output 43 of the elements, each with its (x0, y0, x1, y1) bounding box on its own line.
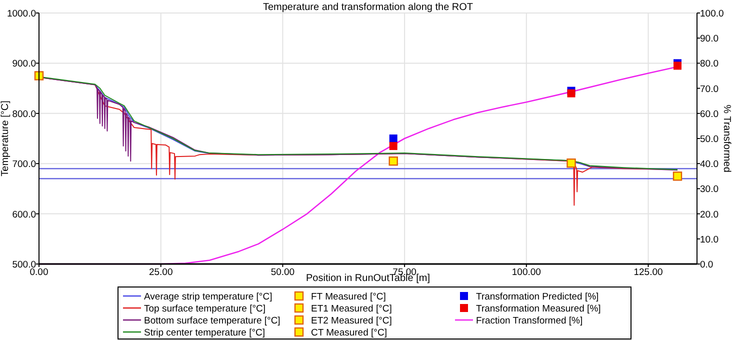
x-tick-label: 25.00 (148, 267, 173, 278)
point (567, 89, 576, 98)
y-tick-label: 1000.0 (6, 8, 36, 20)
point (389, 134, 398, 142)
point (388, 156, 398, 166)
legend-label: Average strip temperature [°C] (144, 292, 272, 302)
legend-label: CT Measured [°C] (311, 328, 387, 338)
y2-tick-label: 10.0 (700, 234, 718, 246)
point (672, 172, 682, 181)
point (389, 142, 398, 150)
legend-label: FT Measured [°C] (311, 292, 386, 302)
y-tick-label: 900.0 (12, 58, 36, 70)
y2-tick-label: 20.0 (700, 209, 718, 220)
legend-label: Bottom surface temperature [°C] (144, 316, 280, 326)
legend-label: Strip center temperature [°C] (144, 328, 266, 338)
y2-tick-label: 90.0 (700, 34, 718, 45)
y-tick-label: 600.0 (12, 209, 36, 220)
y-axis-title: Temperature [°C] (0, 100, 11, 176)
point (34, 71, 44, 80)
y-tick-label: 800.0 (12, 108, 36, 120)
legend-label: ET2 Measured [°C] (311, 316, 392, 326)
x-tick-label: 50.00 (270, 267, 295, 278)
y2-tick-label: 40.0 (700, 159, 718, 170)
y2-tick-label: 60.0 (700, 108, 718, 120)
y2-tick-label: 50.0 (700, 134, 718, 145)
y2-tick-label: 0.0 (700, 260, 714, 270)
x-tick-label: 0.00 (30, 267, 48, 278)
y2-tick-label: 30.0 (700, 184, 718, 196)
point (674, 62, 682, 70)
legend-label: Transformation Measured [%] (476, 304, 601, 314)
y-tick-label: 700.0 (12, 159, 36, 170)
legend-label: Fraction Transformed [%] (476, 316, 583, 326)
x-tick-label: 100.00 (512, 267, 541, 278)
chart-title: Temperature and transformation along the ROT (262, 2, 474, 13)
y2-tick-label: 100.0 (700, 8, 724, 20)
y2-axis-title: % Transformed (721, 104, 732, 172)
y2-tick-label: 80.0 (700, 58, 718, 70)
legend-label: Transformation Predicted [%] (476, 292, 599, 302)
x-tick-label: 125.00 (634, 267, 663, 278)
y2-tick-label: 70.0 (700, 84, 718, 95)
legend-label: Top surface temperature [°C] (144, 304, 266, 314)
legend-label: ET1 Measured [°C] (311, 304, 392, 314)
point (566, 158, 576, 168)
